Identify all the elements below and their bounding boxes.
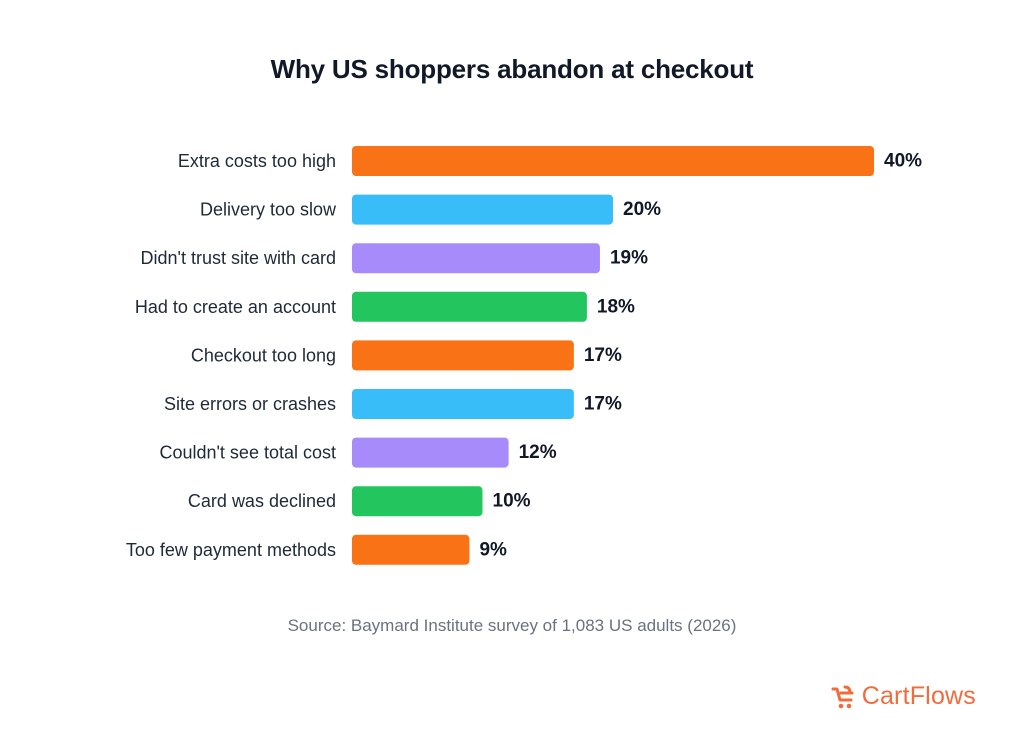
bar [352, 340, 574, 371]
category-label: Didn't trust site with card [140, 248, 336, 268]
cartflows-logo-icon [831, 685, 854, 708]
bar [352, 534, 470, 565]
category-label: Couldn't see total cost [159, 443, 336, 463]
chart-title: Why US shoppers abandon at checkout [270, 54, 754, 84]
bar [352, 437, 509, 468]
bar [352, 291, 587, 322]
bars-group: Extra costs too high 40% Delivery too slow… [126, 146, 922, 565]
category-label: Too few payment methods [126, 540, 336, 560]
bar [352, 243, 600, 274]
category-label: Card was declined [188, 491, 336, 511]
category-label: Delivery too slow [200, 200, 337, 220]
brand-name: CartFlows [861, 682, 976, 710]
value-label: 17% [584, 394, 622, 415]
value-label: 18% [597, 296, 635, 317]
value-label: 12% [519, 442, 557, 463]
value-label: 40% [884, 151, 922, 172]
bar [352, 486, 483, 517]
brand-logo: CartFlows [830, 682, 976, 711]
value-label: 9% [479, 539, 507, 560]
value-label: 19% [610, 248, 648, 269]
source-note: Source: Baymard Institute survey of 1,08… [287, 616, 737, 635]
bar [352, 194, 613, 225]
category-label: Checkout too long [191, 345, 336, 365]
value-label: 17% [584, 345, 622, 366]
bar [352, 146, 874, 176]
category-label: Had to create an account [135, 297, 336, 317]
value-label: 10% [493, 491, 531, 512]
value-label: 20% [623, 199, 661, 220]
bar [352, 389, 574, 419]
bar-chart: Extra costs too high 40% Delivery too slow… [126, 146, 922, 565]
category-label: Extra costs too high [178, 151, 336, 171]
category-label: Site errors or crashes [164, 394, 336, 414]
